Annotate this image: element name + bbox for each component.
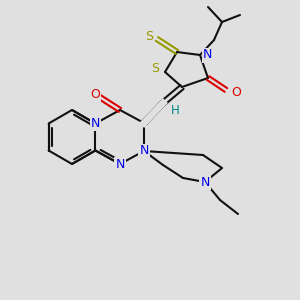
Text: O: O	[90, 88, 100, 100]
Text: H: H	[171, 104, 179, 118]
Text: N: N	[203, 49, 212, 62]
Text: S: S	[151, 62, 159, 76]
Text: N: N	[139, 145, 149, 158]
Text: N: N	[91, 117, 100, 130]
Text: O: O	[231, 85, 241, 98]
Text: N: N	[200, 176, 210, 188]
Text: N: N	[115, 158, 125, 170]
Text: S: S	[145, 29, 153, 43]
